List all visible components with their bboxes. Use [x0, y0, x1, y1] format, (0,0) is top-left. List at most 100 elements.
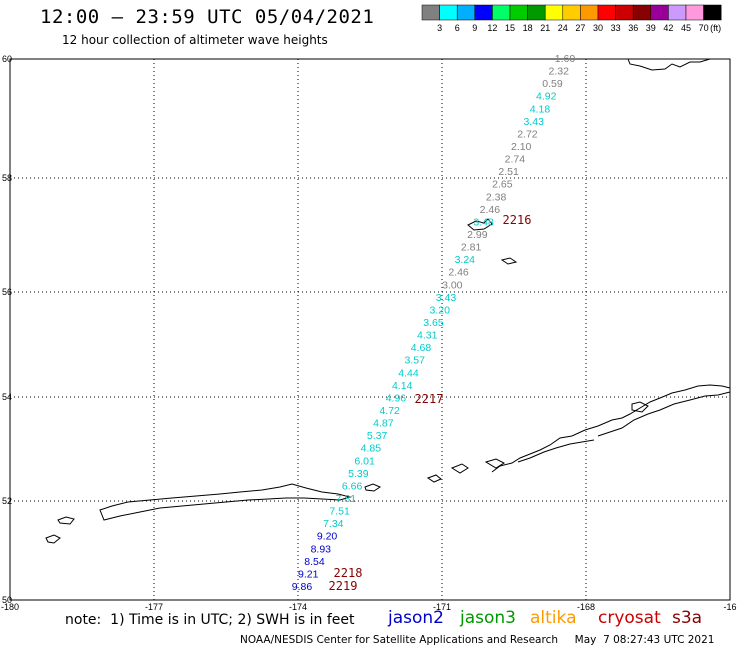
- pribilof-island: [467, 218, 493, 231]
- longitude-label: -171: [433, 602, 451, 612]
- aleutian-chain-east: [597, 391, 731, 437]
- pass-time: 2218: [334, 566, 363, 580]
- colorbar-unit: (ft): [710, 23, 721, 33]
- colorbar-tick: 21: [540, 23, 550, 33]
- satellite-cryosat: cryosat: [598, 608, 661, 628]
- swh-value: 3.43: [436, 292, 457, 304]
- aleutian-island: [426, 474, 442, 483]
- alaska-coastline: [627, 58, 711, 71]
- swh-value: 2.46: [448, 267, 469, 279]
- swh-value: 3.00: [442, 279, 463, 291]
- page-title: 12:00 – 23:59 UTC 05/04/2021: [40, 6, 375, 28]
- axis-labels: -180 -177 -174 -171 -168 -16 50 52 54 56 58 60: [1, 54, 737, 612]
- latitude-label: 58: [2, 173, 12, 183]
- colorbar-tick: 45: [681, 23, 691, 33]
- swh-track: 1.602.320.594.924.183.432.722.102.742.51…: [292, 53, 576, 593]
- colorbar-tick: 12: [487, 23, 497, 33]
- swh-value: 3.43: [523, 116, 544, 128]
- colorbar-tick: 30: [593, 23, 603, 33]
- swh-value: 2.46: [480, 204, 501, 216]
- colorbar-tick: 24: [558, 23, 568, 33]
- pribilof-island: [500, 257, 518, 265]
- swh-value: 2.65: [492, 179, 513, 191]
- swh-value: 4.96: [386, 392, 407, 404]
- latitude-label: 50: [2, 595, 12, 605]
- swh-value: 2.51: [498, 166, 519, 178]
- swh-value: 2.99: [467, 229, 488, 241]
- colorbar-tick: 18: [523, 23, 533, 33]
- colorbar-swatch: [439, 4, 458, 21]
- colorbar-tick: 42: [663, 23, 673, 33]
- swh-value: 5.37: [367, 430, 388, 442]
- swh-value: 1.60: [555, 53, 576, 65]
- swh-value: 2.32: [549, 66, 570, 78]
- swh-value: 6.01: [354, 455, 375, 467]
- colorbar-swatch: [492, 4, 511, 21]
- map-grid: [10, 59, 730, 600]
- swh-value: 4.14: [392, 380, 413, 392]
- swh-value: 9.86: [292, 581, 313, 593]
- longitude-label: -16: [723, 602, 736, 612]
- page-subtitle: 12 hour collection of altimeter wave hei…: [62, 33, 328, 47]
- swh-value: 3.57: [404, 355, 425, 367]
- swh-value: 7.81: [336, 493, 357, 505]
- swh-value: 4.87: [373, 418, 394, 430]
- swh-value: 4.92: [536, 91, 557, 103]
- aleutian-chain-east: [491, 384, 731, 473]
- latitude-label: 56: [2, 287, 12, 297]
- aleutian-chain-west: [99, 483, 352, 521]
- aleutian-chain-east: [631, 401, 649, 413]
- swh-value: 2.81: [461, 242, 482, 254]
- swh-value: 8.93: [311, 543, 332, 555]
- colorbar-tick: 33: [611, 23, 621, 33]
- swh-value: 9.20: [317, 531, 338, 543]
- swh-value: 2.38: [486, 191, 507, 203]
- latitude-label: 52: [2, 496, 12, 506]
- longitude-label: -168: [577, 602, 595, 612]
- swh-value: 7.51: [329, 506, 350, 518]
- map-frame: [9, 58, 731, 601]
- colorbar-swatch: [632, 4, 652, 21]
- swh-value: 3.65: [423, 317, 444, 329]
- swh-value: 4.85: [361, 443, 382, 455]
- colorbar-tick: 9: [472, 23, 477, 33]
- satellite-jason2: jason2: [388, 608, 444, 628]
- swh-value: 9.21: [298, 568, 319, 580]
- colorbar-swatch: [544, 4, 564, 21]
- colorbar-tick: 6: [455, 23, 460, 33]
- pass-time: 2219: [329, 579, 358, 593]
- aleutian-island: [364, 483, 382, 492]
- swh-value: 2.10: [511, 141, 532, 153]
- swh-value: 4.31: [417, 330, 438, 342]
- aleutian-chain-east: [517, 439, 595, 463]
- latitude-label: 60: [2, 54, 12, 64]
- swh-value: 3.24: [455, 254, 476, 266]
- colorbar-swatch: [421, 4, 440, 21]
- colorbar-tick: 27: [575, 23, 585, 33]
- colorbar-tick: 39: [646, 23, 656, 33]
- colorbar-swatch: [527, 4, 546, 21]
- satellite-altika: altika: [530, 608, 577, 628]
- colorbar-swatch: [703, 4, 722, 21]
- colorbar-tick: 36: [628, 23, 638, 33]
- footer-credit: NOAA/NESDIS Center for Satellite Applica…: [240, 634, 715, 646]
- coastlines: [45, 58, 731, 544]
- colorbar-tick: 3: [437, 23, 442, 33]
- colorbar-swatch: [580, 4, 599, 21]
- swh-value: 8.54: [304, 556, 325, 568]
- colorbar-swatch: [597, 4, 616, 21]
- swh-value: 2.74: [505, 154, 526, 166]
- longitude-label: -177: [145, 602, 163, 612]
- swh-value: 5.39: [348, 468, 369, 480]
- longitude-label: -180: [1, 602, 19, 612]
- satellite-jason3: jason3: [460, 608, 516, 628]
- colorbar-swatch: [650, 4, 669, 21]
- longitude-label: -174: [289, 602, 307, 612]
- footer-note: note: 1) Time is in UTC; 2) SWH is in fe…: [65, 612, 355, 628]
- latitude-label: 54: [2, 392, 12, 402]
- colorbar-tick: 70: [699, 23, 709, 33]
- swh-value: 2.72: [517, 128, 538, 140]
- swh-value: 7.34: [323, 518, 344, 530]
- colorbar-tick: 15: [505, 23, 515, 33]
